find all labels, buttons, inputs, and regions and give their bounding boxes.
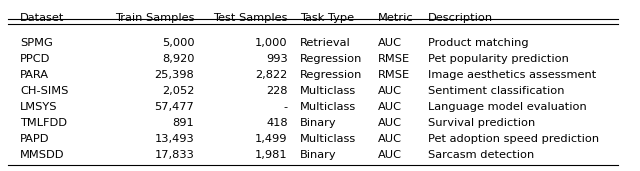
Text: Metric: Metric [378, 13, 413, 23]
Text: 1,981: 1,981 [255, 150, 287, 160]
Text: 1,000: 1,000 [255, 38, 287, 48]
Text: Regression: Regression [300, 70, 362, 80]
Text: LMSYS: LMSYS [20, 102, 58, 112]
Text: CH-SIMS: CH-SIMS [20, 86, 68, 96]
Text: Binary: Binary [300, 118, 337, 128]
Text: AUC: AUC [378, 134, 402, 144]
Text: 8,920: 8,920 [162, 54, 195, 64]
Text: Retrieval: Retrieval [300, 38, 351, 48]
Text: Test Samples: Test Samples [213, 13, 287, 23]
Text: 5,000: 5,000 [162, 38, 195, 48]
Text: RMSE: RMSE [378, 54, 410, 64]
Text: RMSE: RMSE [378, 70, 410, 80]
Text: MMSDD: MMSDD [20, 150, 65, 160]
Text: AUC: AUC [378, 38, 402, 48]
Text: Pet adoption speed prediction: Pet adoption speed prediction [428, 134, 599, 144]
Text: 993: 993 [266, 54, 287, 64]
Text: Survival prediction: Survival prediction [428, 118, 535, 128]
Text: 13,493: 13,493 [155, 134, 195, 144]
Text: SPMG: SPMG [20, 38, 53, 48]
Text: Sarcasm detection: Sarcasm detection [428, 150, 534, 160]
Text: 2,822: 2,822 [255, 70, 287, 80]
Text: Product matching: Product matching [428, 38, 528, 48]
Text: PPCD: PPCD [20, 54, 51, 64]
Text: Train Samples: Train Samples [115, 13, 195, 23]
Text: Multiclass: Multiclass [300, 134, 356, 144]
Text: Dataset: Dataset [20, 13, 65, 23]
Text: 25,398: 25,398 [155, 70, 195, 80]
Text: 17,833: 17,833 [154, 150, 195, 160]
Text: Regression: Regression [300, 54, 362, 64]
Text: Pet popularity prediction: Pet popularity prediction [428, 54, 568, 64]
Text: -: - [284, 102, 287, 112]
Text: Image aesthetics assessment: Image aesthetics assessment [428, 70, 596, 80]
Text: Sentiment classification: Sentiment classification [428, 86, 564, 96]
Text: AUC: AUC [378, 86, 402, 96]
Text: Language model evaluation: Language model evaluation [428, 102, 586, 112]
Text: Multiclass: Multiclass [300, 102, 356, 112]
Text: Multiclass: Multiclass [300, 86, 356, 96]
Text: AUC: AUC [378, 102, 402, 112]
Text: PARA: PARA [20, 70, 49, 80]
Text: 228: 228 [266, 86, 287, 96]
Text: Binary: Binary [300, 150, 337, 160]
Text: 418: 418 [266, 118, 287, 128]
Text: AUC: AUC [378, 118, 402, 128]
Text: 1,499: 1,499 [255, 134, 287, 144]
Text: PAPD: PAPD [20, 134, 49, 144]
Text: Description: Description [428, 13, 493, 23]
Text: 891: 891 [173, 118, 195, 128]
Text: Task Type: Task Type [300, 13, 354, 23]
Text: TMLFDD: TMLFDD [20, 118, 67, 128]
Text: 57,477: 57,477 [155, 102, 195, 112]
Text: 2,052: 2,052 [162, 86, 195, 96]
Text: AUC: AUC [378, 150, 402, 160]
